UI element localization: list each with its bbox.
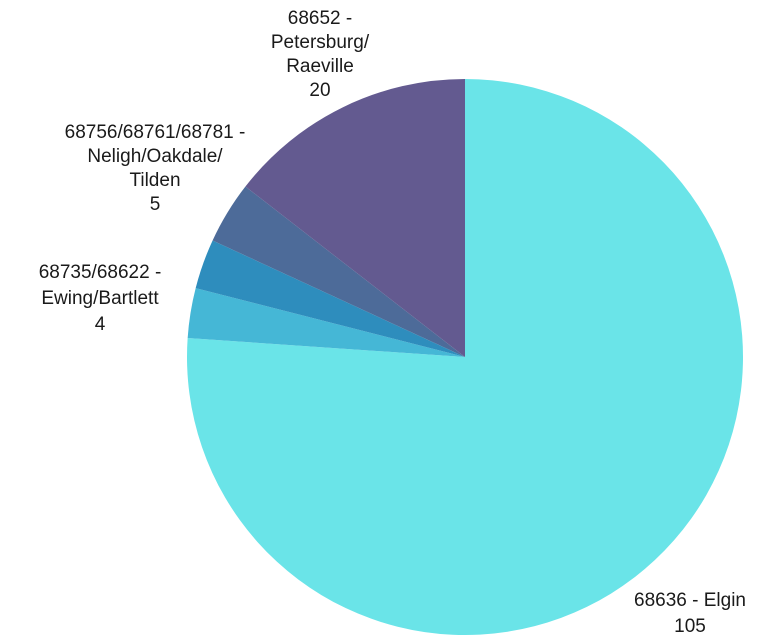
pie-slices — [187, 79, 744, 635]
slice-name-label: 68756/68761/68781 - — [65, 122, 246, 143]
slice-name-label: Petersburg/ — [271, 32, 370, 53]
pie-slice-3 — [212, 186, 465, 357]
slice-name-label: Neligh/Oakdale/ — [87, 146, 223, 167]
slice-label-0: 68636 - Elgin 105 — [634, 590, 746, 637]
pie-slice-4 — [245, 79, 465, 357]
slice-label-3: 68756/68761/68781 - Neligh/Oakdale/Tilden… — [65, 122, 246, 215]
pie-labels: 68636 - Elgin 105 68735/68622 - Ewing/Bartl… — [39, 8, 746, 637]
pie-slice-0 — [187, 79, 744, 635]
slice-name-label: Tilden — [129, 170, 180, 191]
slice-name-label: Raeville — [286, 56, 354, 77]
slice-label-1: 68735/68622 - Ewing/Bartlett 4 — [39, 262, 162, 335]
slice-value-label: 20 — [309, 80, 330, 101]
slice-name-label: Ewing/Bartlett — [41, 288, 159, 309]
slice-name-label: 68636 - Elgin — [634, 590, 746, 611]
slice-name-label: 68652 - — [288, 8, 352, 29]
slice-label-4: 68652 - Petersburg/Raeville 20 — [271, 8, 370, 101]
pie-slice-1 — [187, 288, 465, 357]
slice-value-label: 105 — [674, 616, 706, 637]
slice-value-label: 5 — [150, 194, 161, 215]
slice-name-label: 68735/68622 - — [39, 262, 162, 283]
pie-slice-2 — [195, 240, 466, 357]
slice-value-label: 4 — [95, 314, 106, 335]
